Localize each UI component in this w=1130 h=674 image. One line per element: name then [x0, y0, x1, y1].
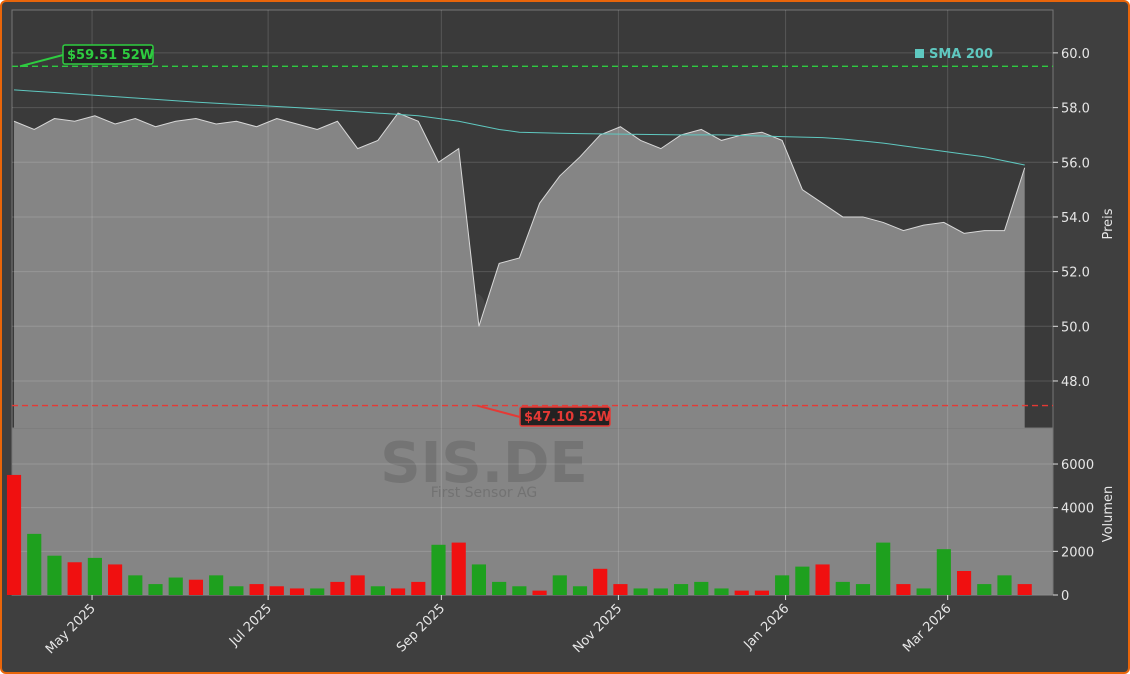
low-label: $47.10 52W	[524, 410, 611, 425]
sma-line	[13, 89, 1025, 166]
high-arrow	[19, 54, 64, 68]
x-tick-label: May 2025	[43, 601, 99, 657]
y-axis-label: Volumen	[1101, 486, 1116, 543]
volume-bar	[47, 555, 62, 595]
volume-bar	[795, 566, 810, 595]
volume-bar	[168, 577, 183, 595]
volume-bar	[451, 542, 466, 595]
volume-bar	[27, 533, 42, 595]
high-label: $59.51 52W	[67, 48, 154, 63]
watermark-subtitle: First Sensor AG	[431, 485, 538, 501]
high-label-box	[62, 44, 154, 65]
volume-bar	[754, 590, 769, 595]
y-tick-label: 48.0	[1061, 375, 1090, 390]
volume-bar	[552, 575, 567, 595]
volume-bar	[775, 575, 790, 595]
volume-bar	[209, 575, 224, 595]
volume-bar	[289, 588, 305, 595]
volume-bar	[148, 584, 163, 595]
price-line	[13, 112, 1026, 327]
volume-bar	[633, 588, 648, 595]
volume-bar	[734, 590, 749, 595]
volume-bar	[512, 586, 527, 595]
volume-bar	[6, 474, 22, 595]
y-tick-label: 6000	[1061, 458, 1094, 473]
y-tick-label: 4000	[1061, 502, 1094, 517]
volume-bar	[956, 570, 972, 595]
volume-bar	[532, 590, 547, 595]
volume-bar	[673, 584, 689, 595]
x-tick-label: Nov 2025	[570, 601, 625, 656]
volume-bar	[694, 581, 709, 595]
volume-bar	[714, 588, 729, 595]
volume-bar	[916, 588, 931, 595]
volume-bar	[613, 584, 628, 595]
legend-label: SMA 200	[929, 47, 993, 62]
volume-bar	[370, 586, 385, 595]
y-tick-label: 54.0	[1061, 211, 1090, 226]
volume-bar	[977, 584, 992, 595]
y-tick-label: 60.0	[1061, 47, 1090, 62]
volume-bar	[249, 584, 264, 595]
y-tick-label: 50.0	[1061, 320, 1090, 335]
volume-bar	[997, 575, 1012, 595]
volume-bar	[128, 575, 143, 595]
volume-bar	[330, 581, 345, 595]
y-tick-label: 58.0	[1061, 102, 1090, 117]
watermark: SIS.DE	[380, 431, 588, 496]
volume-bar	[815, 564, 830, 595]
volume-bar	[431, 544, 446, 595]
legend-swatch	[915, 49, 924, 58]
volume-bar	[593, 568, 608, 595]
volume-bar	[188, 579, 204, 595]
low-label-box	[519, 406, 611, 427]
y-tick-label: 56.0	[1061, 156, 1090, 171]
volume-bar	[855, 584, 871, 595]
y-axis-label: Preis	[1101, 208, 1116, 239]
volume-bar	[896, 584, 911, 595]
volume-bar	[572, 586, 588, 595]
x-tick-label: Jul 2025	[226, 601, 275, 650]
volume-bar	[492, 581, 507, 595]
volume-bar	[1017, 584, 1032, 595]
volume-bar	[653, 588, 668, 595]
x-tick-label: Mar 2026	[900, 601, 954, 655]
volume-bar	[391, 588, 406, 595]
volume-bar	[108, 564, 123, 595]
volume-bar	[87, 557, 102, 595]
x-tick-label: Jan 2026	[741, 601, 793, 653]
volume-bar	[229, 586, 244, 595]
volume-bar	[269, 586, 284, 595]
volume-bar	[835, 581, 850, 595]
low-arrow	[476, 404, 521, 418]
volume-bar	[936, 549, 951, 595]
x-tick-label: Sep 2025	[394, 601, 448, 655]
volume-bar	[350, 575, 365, 595]
price-area	[14, 113, 1025, 428]
y-tick-label: 52.0	[1061, 266, 1090, 281]
volume-bar	[67, 562, 82, 595]
volume-bar	[876, 542, 891, 595]
y-tick-label: 0	[1061, 589, 1069, 604]
volume-bar	[310, 588, 325, 595]
volume-bar	[411, 581, 426, 595]
y-tick-label: 2000	[1061, 545, 1094, 560]
volume-bar	[471, 564, 487, 595]
